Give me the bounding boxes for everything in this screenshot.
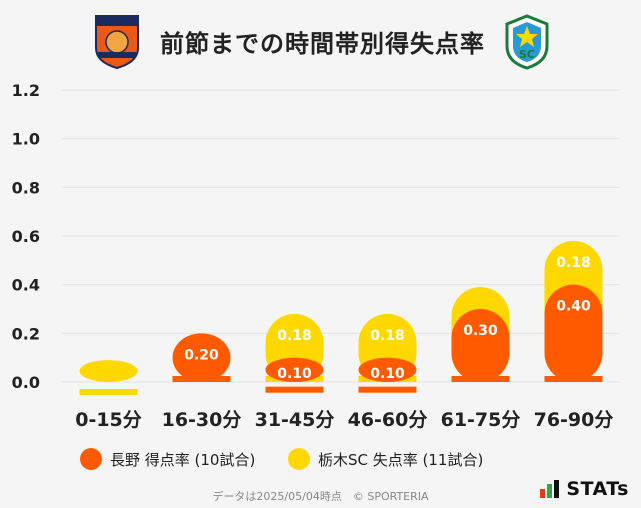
bar-nagano-base <box>172 376 231 382</box>
data-label-nagano: 0.20 <box>184 347 219 363</box>
y-tick-label: 0.4 <box>12 276 40 295</box>
bar-nagano-base <box>358 386 417 393</box>
y-tick-label: 1.2 <box>12 81 40 100</box>
x-tick-label: 0-15分 <box>75 409 142 431</box>
y-tick-label: 1.0 <box>12 130 40 149</box>
data-label-nagano: 0.10 <box>277 366 312 382</box>
y-tick-label: 0.2 <box>12 324 40 343</box>
chart-legend: 長野 得点率 (10試合) 栃木SC 失点率 (11試合) <box>0 448 641 476</box>
y-tick-label: 0.6 <box>12 227 40 246</box>
y-tick-label: 0.0 <box>12 373 40 392</box>
bar-nagano-base <box>265 386 324 393</box>
bar-tochigi <box>79 360 138 382</box>
legend-item-nagano: 長野 得点率 (10試合) <box>80 448 255 470</box>
data-label-tochigi: 0.18 <box>370 328 405 344</box>
tochigi-sc-crest-icon: SC <box>505 14 549 70</box>
bar-nagano-base <box>544 376 603 382</box>
legend-label-tochigi: 栃木SC 失点率 (11試合) <box>318 450 484 469</box>
stats-logo-icon <box>540 480 560 498</box>
x-tick-label: 16-30分 <box>162 409 242 431</box>
crest-sc-text: SC <box>519 48 535 61</box>
bar-chart: 0.0 0.2 0.4 0.6 0.8 1.0 1.2 0-15分 0.20 16-30分 0.10… <box>12 81 620 431</box>
chart-header: 前節までの時間帯別得失点率 SC <box>0 0 641 78</box>
parceiro-crest-icon <box>95 15 139 70</box>
data-label-tochigi: 0.18 <box>277 328 312 344</box>
x-tick-label: 61-75分 <box>441 409 521 431</box>
x-tick-label: 76-90分 <box>534 409 614 431</box>
legend-item-tochigi: 栃木SC 失点率 (11試合) <box>288 448 483 470</box>
data-label-tochigi: 0.18 <box>556 255 591 271</box>
bar-nagano <box>451 309 510 382</box>
data-label-nagano: 0.30 <box>463 323 498 339</box>
chart-title: 前節までの時間帯別得失点率 <box>160 30 485 58</box>
x-tick-label: 46-60分 <box>348 409 428 431</box>
legend-label-nagano: 長野 得点率 (10試合) <box>110 450 256 469</box>
bar-nagano-base <box>451 376 510 382</box>
footer-note: データは2025/05/04時点 © SPORTERIA <box>212 490 429 503</box>
bar-nagano <box>265 357 324 382</box>
brand-text: STATs <box>566 478 629 500</box>
x-tick-label: 31-45分 <box>255 409 335 431</box>
y-tick-label: 0.8 <box>12 178 40 197</box>
bar-nagano <box>544 284 603 382</box>
data-label-nagano: 0.10 <box>370 366 405 382</box>
bar-nagano <box>358 357 417 382</box>
bar-nagano <box>172 333 231 382</box>
legend-swatch-tochigi <box>288 448 310 470</box>
stats-brand: STATs <box>540 478 629 500</box>
bar-tochigi-base <box>79 389 138 396</box>
data-label-nagano: 0.40 <box>556 299 591 315</box>
legend-swatch-nagano <box>80 448 102 470</box>
